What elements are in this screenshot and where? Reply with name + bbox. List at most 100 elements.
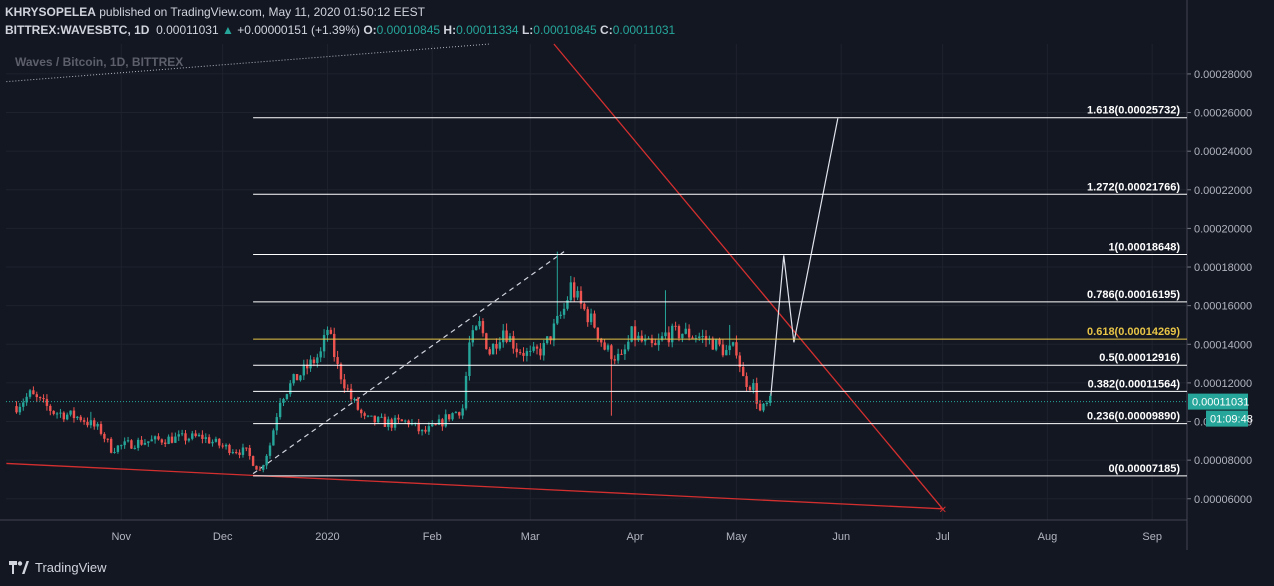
candle-body bbox=[241, 447, 245, 455]
candle-body bbox=[373, 415, 376, 423]
candle-body bbox=[79, 416, 82, 421]
candle-body bbox=[18, 406, 22, 413]
candle-body bbox=[251, 456, 255, 466]
candle-body bbox=[397, 417, 400, 420]
high-label: H: bbox=[443, 23, 457, 37]
candle-body bbox=[627, 341, 630, 350]
candle-body bbox=[471, 330, 474, 343]
candle-body bbox=[214, 438, 218, 442]
tradingview-brand: TradingView bbox=[35, 560, 107, 575]
candle-body bbox=[201, 434, 204, 439]
candle-body bbox=[667, 332, 671, 343]
candle-body bbox=[235, 452, 238, 454]
candle-body bbox=[333, 333, 336, 358]
candle-body bbox=[660, 336, 664, 341]
candle-body bbox=[76, 416, 79, 419]
candle-body bbox=[518, 352, 522, 354]
author-name[interactable]: KHRYSOPELEA bbox=[5, 5, 96, 19]
tradingview-logo[interactable]: TradingView bbox=[9, 560, 107, 575]
candle-body bbox=[711, 338, 714, 350]
candle-body bbox=[38, 397, 42, 399]
fib-level-label: 1(0.00018648) bbox=[1108, 242, 1180, 254]
candle-body bbox=[404, 420, 407, 422]
candle-body bbox=[103, 433, 106, 439]
fib-retracement[interactable]: 0(0.00007185) 0.236(0.00009890) 0.382(0.00… bbox=[253, 105, 1187, 477]
candle-body bbox=[495, 343, 498, 349]
candle-body bbox=[211, 441, 214, 444]
candle-body bbox=[451, 413, 454, 420]
candle-body bbox=[120, 445, 123, 447]
candle-body bbox=[167, 436, 170, 444]
candle-body bbox=[238, 452, 241, 455]
candle-body bbox=[180, 433, 184, 435]
x-tick-label: Nov bbox=[111, 531, 131, 543]
candle-body bbox=[123, 441, 126, 446]
candle-body bbox=[735, 342, 738, 356]
candle-body bbox=[305, 364, 309, 369]
candle-body bbox=[694, 337, 698, 339]
candle-body bbox=[109, 438, 113, 453]
candle-body bbox=[295, 374, 299, 381]
candle-body bbox=[224, 444, 228, 447]
y-tick-label: 0.00018000 bbox=[1194, 262, 1252, 274]
candle-body bbox=[441, 419, 444, 427]
price-tags: 0.00011031 01:09:48 bbox=[6, 393, 1253, 427]
candle-body bbox=[268, 445, 272, 456]
time-axis[interactable]: Nov Dec 2020 Feb Mar Apr May Jun Jul Aug Sep bbox=[0, 519, 1187, 543]
tradingview-icon bbox=[9, 561, 29, 574]
candle-body bbox=[454, 412, 458, 414]
candle-body bbox=[458, 412, 461, 416]
candle-body bbox=[610, 345, 613, 360]
candle-body bbox=[505, 330, 508, 342]
candle-body bbox=[461, 408, 464, 416]
candle-body bbox=[498, 342, 502, 349]
symbol-legend: BITTREX:WAVESBTC, 1D 0.00011031 ▲ +0.000… bbox=[5, 23, 675, 37]
symbol-name[interactable]: BITTREX:WAVESBTC, 1D bbox=[5, 23, 150, 37]
y-tick-label: 0.00012000 bbox=[1194, 378, 1252, 390]
candle-body bbox=[25, 396, 28, 403]
candle-body bbox=[55, 413, 59, 415]
candle-body bbox=[346, 388, 349, 390]
candle-body bbox=[376, 416, 380, 423]
y-tick-label: 0.00014000 bbox=[1194, 339, 1252, 351]
candle-body bbox=[218, 438, 221, 446]
candle-body bbox=[248, 447, 251, 457]
candle-body bbox=[576, 290, 579, 298]
candle-body bbox=[255, 465, 258, 470]
candle-body bbox=[106, 438, 109, 440]
price-axis[interactable]: 0.00028000 0.00026000 0.00024000 0.00022000… bbox=[1186, 0, 1252, 550]
candle-body bbox=[143, 442, 147, 445]
candle-body bbox=[22, 402, 25, 407]
candle-body bbox=[343, 379, 346, 389]
candle-body bbox=[468, 342, 471, 376]
candle-body bbox=[549, 336, 552, 341]
candle-body bbox=[356, 398, 360, 410]
close-value: 0.00011031 bbox=[612, 23, 676, 37]
candle-body bbox=[640, 335, 643, 342]
candle-body bbox=[204, 437, 207, 439]
price-change: +0.00000151 (+1.39%) bbox=[237, 23, 360, 37]
candle-body bbox=[59, 412, 62, 414]
fib-level-label: 0(0.00007185) bbox=[1108, 463, 1180, 475]
open-value: 0.00010845 bbox=[376, 23, 441, 37]
candle-body bbox=[559, 314, 562, 316]
candle-body bbox=[603, 342, 606, 350]
candle-body bbox=[231, 452, 235, 454]
chart-watermark: Waves / Bitcoin, 1D, BITTREX bbox=[15, 55, 183, 69]
candle-body bbox=[586, 309, 589, 323]
y-tick-label: 0.00022000 bbox=[1194, 185, 1252, 197]
candle-body bbox=[316, 357, 319, 364]
candle-body bbox=[681, 333, 684, 339]
candle-body bbox=[752, 383, 755, 390]
candle-body bbox=[116, 445, 120, 452]
candle-body bbox=[319, 351, 322, 358]
candle-body bbox=[150, 439, 153, 442]
countdown-tag bbox=[1206, 410, 1248, 427]
low-label: L: bbox=[521, 23, 534, 37]
candle-body bbox=[278, 402, 282, 418]
candle-body bbox=[427, 426, 431, 432]
drawings[interactable]: ✕ bbox=[6, 43, 947, 516]
x-tick-label: Dec bbox=[213, 531, 233, 543]
candle-body bbox=[637, 335, 640, 341]
